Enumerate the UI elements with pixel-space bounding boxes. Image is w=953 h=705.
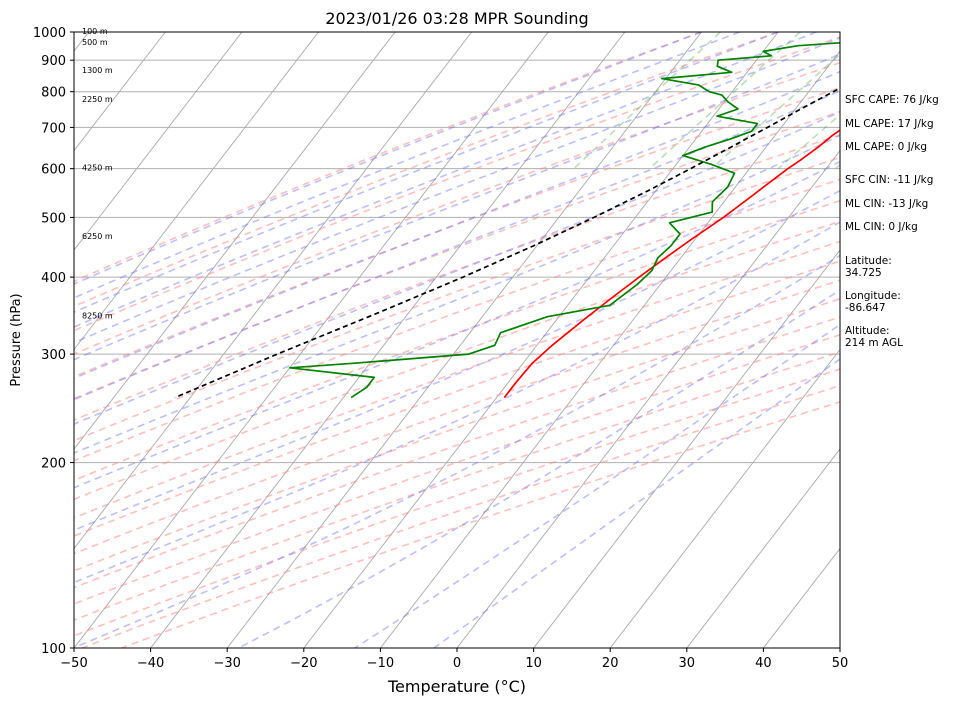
moist-adiabat-line — [74, 32, 702, 285]
isotherm-line — [74, 32, 319, 351]
moist-adiabat-line — [74, 134, 840, 454]
height-label: 6250 m — [82, 232, 113, 241]
isotherm-line — [456, 149, 840, 648]
x-tick-label: −10 — [367, 656, 394, 671]
moist-adiabat-line — [74, 189, 840, 532]
sfc-cape-text: SFC CAPE: 76 J/kg — [845, 94, 939, 106]
y-tick-label: 100 — [41, 642, 66, 657]
y-tick-label: 800 — [41, 86, 66, 101]
dry-adiabat-line — [74, 32, 702, 283]
dry-adiabat-line — [74, 61, 840, 355]
isotherm-line — [74, 32, 166, 152]
x-tick-label: 10 — [525, 656, 542, 671]
x-axis-label: Temperature (°C) — [387, 677, 526, 696]
y-tick-label: 600 — [41, 163, 66, 178]
x-tick-label: −20 — [290, 656, 317, 671]
y-axis-ticks: 100 200 300 400 500 600 700 800 900 1000 — [33, 26, 74, 657]
x-tick-label: −50 — [60, 656, 87, 671]
mixing-ratio-line — [777, 113, 840, 170]
altitude-text: Altitude: 214 m AGL — [845, 325, 903, 349]
dry-adiabat-line — [74, 279, 840, 555]
x-tick-label: 20 — [602, 656, 619, 671]
isotherm-line — [609, 348, 840, 648]
moist-adiabat-line — [238, 289, 840, 648]
isotherm-line — [303, 32, 779, 648]
dry-adiabat-line — [121, 401, 840, 648]
moist-adiabat-line — [433, 358, 840, 648]
x-tick-label: −30 — [213, 656, 240, 671]
dry-adiabat-line — [74, 316, 840, 589]
moist-adiabat-line — [74, 160, 840, 489]
moist-adiabats — [74, 32, 840, 648]
y-tick-label: 500 — [41, 211, 66, 226]
dry-adiabat-line — [74, 220, 840, 501]
isotherm-line — [74, 32, 396, 450]
isotherm-line — [380, 50, 840, 648]
height-label: 2250 m — [82, 95, 113, 104]
moist-adiabat-line — [74, 53, 840, 361]
x-axis-ticks: −50 −40 −30 −20 −10 0 10 20 30 40 50 — [60, 648, 848, 671]
dry-adiabat-line — [74, 199, 840, 482]
dry-adiabat-line — [74, 368, 840, 637]
x-tick-label: 0 — [453, 656, 461, 671]
longitude-text: Longitude: -86.647 — [845, 290, 901, 314]
moist-adiabat-line — [74, 32, 779, 314]
chart-title: 2023/01/26 03:28 MPR Sounding — [325, 9, 588, 28]
mixing-ratio-lines — [573, 32, 840, 170]
dewpoint-line — [288, 41, 840, 399]
dry-adiabat-line — [74, 86, 840, 378]
dry-adiabat-line — [74, 298, 840, 572]
dry-adiabat-line — [74, 36, 840, 332]
height-label: 4250 m — [82, 164, 113, 173]
y-tick-label: 700 — [41, 121, 66, 136]
y-tick-label: 200 — [41, 457, 66, 472]
ml-cin-text-2: ML CIN: 0 J/kg — [845, 221, 918, 233]
y-tick-label: 300 — [41, 348, 66, 363]
isotherm-line — [74, 32, 243, 251]
x-tick-label: 40 — [755, 656, 772, 671]
temperature-line — [503, 129, 840, 399]
mixing-ratio-line — [710, 53, 840, 170]
height-label: 500 m — [82, 38, 108, 47]
isotherms — [74, 32, 840, 648]
dry-adiabat-line — [74, 333, 840, 605]
latitude-text: Latitude: 34.725 — [845, 255, 892, 279]
isotherm-line — [74, 32, 549, 648]
sfc-cin-text: SFC CIN: -11 J/kg — [845, 174, 934, 186]
height-label: 8250 m — [82, 312, 113, 321]
dry-adiabat-line — [74, 110, 840, 400]
x-tick-label: 30 — [679, 656, 696, 671]
isotherm-line — [533, 249, 840, 648]
x-tick-label: 50 — [832, 656, 849, 671]
dry-adiabat-line — [74, 134, 840, 421]
moist-adiabat-line — [74, 70, 840, 380]
height-label: 1300 m — [82, 66, 113, 75]
y-axis-label: Pressure (hPa) — [9, 293, 24, 386]
moist-adiabat-line — [74, 32, 741, 299]
y-tick-label: 400 — [41, 271, 66, 286]
moist-adiabat-line — [74, 221, 840, 584]
ml-cin-text: ML CIN: -13 J/kg — [845, 198, 929, 210]
ml-cape-text: ML CAPE: 17 J/kg — [845, 118, 934, 130]
mixing-ratio-line — [573, 32, 721, 170]
ml-cape-text-2: ML CAPE: 0 J/kg — [845, 141, 928, 153]
profile-series — [174, 41, 840, 399]
y-tick-label: 1000 — [33, 26, 66, 41]
moist-adiabat-line — [354, 323, 840, 648]
isotherm-line — [150, 32, 626, 648]
isotherm-line — [686, 448, 840, 648]
isotherm-line — [226, 32, 702, 648]
moist-adiabat-line — [74, 111, 840, 425]
x-tick-label: −40 — [137, 656, 164, 671]
mixing-ratio-line — [648, 32, 801, 170]
y-tick-label: 900 — [41, 54, 66, 69]
isotherm-line — [74, 32, 473, 550]
dry-adiabat-line — [74, 156, 840, 442]
dry-adiabats — [74, 32, 840, 648]
